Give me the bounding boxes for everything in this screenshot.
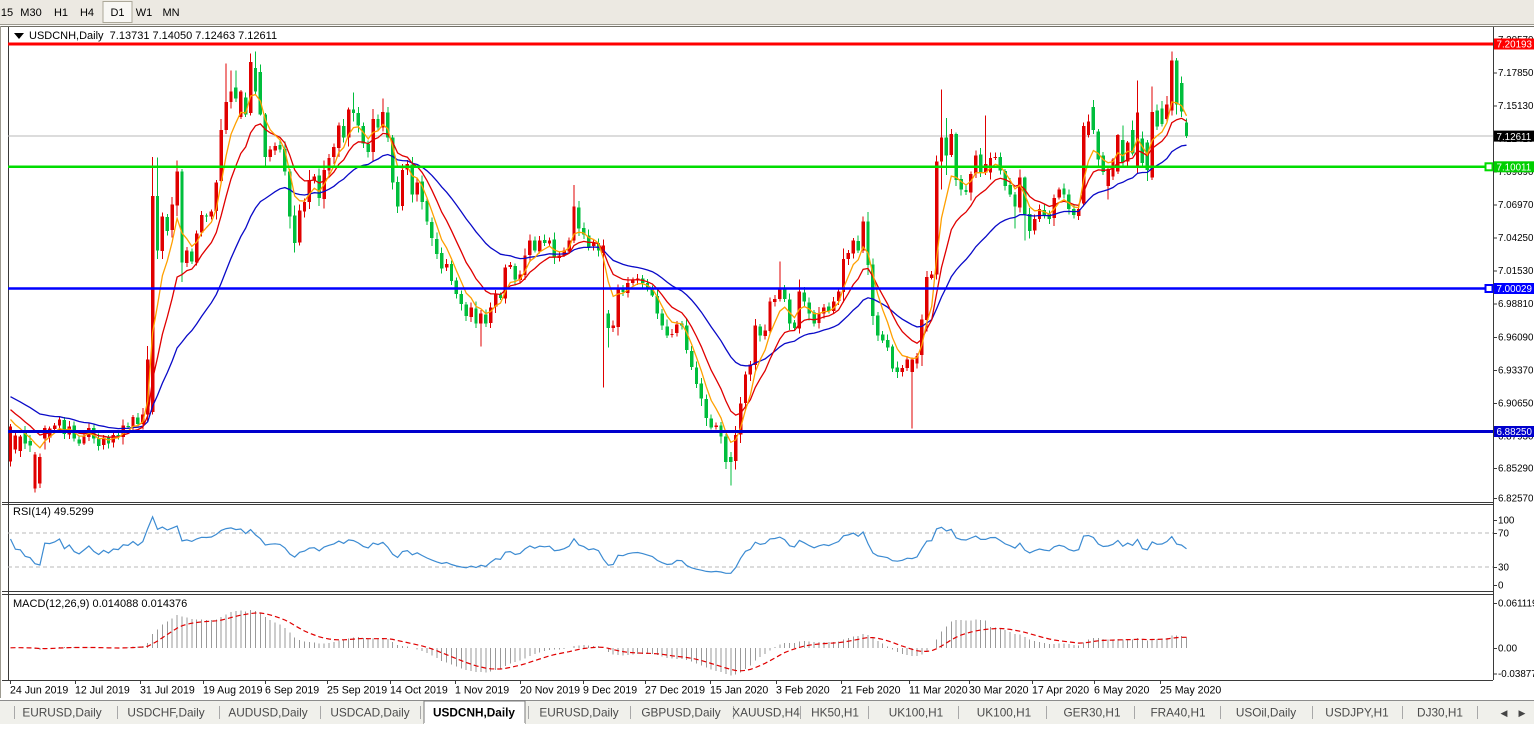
svg-text:7.09690: 7.09690 [1498,167,1534,178]
svg-text:EURUSD,Daily: EURUSD,Daily [22,706,101,720]
svg-text:0.0611198: 0.0611198 [1498,599,1534,610]
svg-text:HK50,H1: HK50,H1 [811,706,859,720]
svg-text:FRA40,H1: FRA40,H1 [1150,706,1205,720]
svg-text:6.85290: 6.85290 [1498,464,1534,475]
svg-text:21 Feb 2020: 21 Feb 2020 [841,685,901,697]
svg-text:6.98810: 6.98810 [1498,299,1534,310]
svg-text:USDCHF,Daily: USDCHF,Daily [127,706,204,720]
svg-text:30: 30 [1498,563,1509,574]
svg-text:USOil,Daily: USOil,Daily [1236,706,1296,720]
svg-text:14 Oct 2019: 14 Oct 2019 [390,685,448,697]
svg-text:7.00029: 7.00029 [1497,284,1532,295]
svg-text:100: 100 [1498,516,1515,527]
svg-text:12 Jul 2019: 12 Jul 2019 [75,685,130,697]
svg-text:9 Dec 2019: 9 Dec 2019 [583,685,637,697]
svg-text:11 Mar 2020: 11 Mar 2020 [909,685,968,697]
svg-text:19 Aug 2019: 19 Aug 2019 [203,685,263,697]
svg-text:7.12611: 7.12611 [1497,132,1532,143]
svg-text:7.20193: 7.20193 [1497,40,1533,51]
svg-text:GBPUSD,Daily: GBPUSD,Daily [641,706,720,720]
svg-text:6.82570: 6.82570 [1498,494,1534,505]
svg-text:◀: ◀ [1501,708,1508,718]
svg-text:▶: ▶ [1519,708,1526,718]
svg-text:DJ30,H1: DJ30,H1 [1417,706,1463,720]
svg-text:24 Jun 2019: 24 Jun 2019 [10,685,68,697]
svg-text:USDCNH,Daily 7.13731 7.14050: USDCNH,Daily 7.13731 7.14050 7.12463 7.1… [29,30,277,42]
svg-text:M30: M30 [20,7,41,19]
svg-text:GER30,H1: GER30,H1 [1063,706,1120,720]
svg-text:7.10011: 7.10011 [1497,163,1532,174]
svg-text:USDJPY,H1: USDJPY,H1 [1325,706,1388,720]
svg-text:7.01530: 7.01530 [1498,266,1534,277]
svg-text:H4: H4 [80,7,94,19]
svg-text:1 Nov 2019: 1 Nov 2019 [455,685,509,697]
svg-text:USDCAD,Daily: USDCAD,Daily [330,706,409,720]
svg-text:6 Sep 2019: 6 Sep 2019 [265,685,319,697]
svg-text:W1: W1 [136,7,153,19]
svg-text:6.88250: 6.88250 [1497,427,1533,438]
svg-text:0.00: 0.00 [1498,644,1518,655]
svg-text:7.06970: 7.06970 [1498,200,1534,211]
svg-text:6.93370: 6.93370 [1498,365,1534,376]
svg-text:UK100,H1: UK100,H1 [889,706,943,720]
svg-text:27 Dec 2019: 27 Dec 2019 [645,685,705,697]
svg-text:RSI(14) 49.5299: RSI(14) 49.5299 [13,506,94,518]
svg-text:H1: H1 [54,7,68,19]
svg-text:USDCNH,Daily: USDCNH,Daily [433,706,515,720]
svg-text:31 Jul 2019: 31 Jul 2019 [140,685,195,697]
svg-text:25 Sep 2019: 25 Sep 2019 [327,685,387,697]
svg-text:MN: MN [162,7,179,19]
svg-text:7.15130: 7.15130 [1498,101,1534,112]
svg-text:7.17850: 7.17850 [1498,68,1534,79]
svg-text:7.04250: 7.04250 [1498,233,1534,244]
svg-text:25 May 2020: 25 May 2020 [1160,685,1221,697]
svg-text:6.96090: 6.96090 [1498,332,1534,343]
svg-text:17 Apr 2020: 17 Apr 2020 [1032,685,1089,697]
svg-text:AUDUSD,Daily: AUDUSD,Daily [228,706,307,720]
svg-text:-0.0387770: -0.0387770 [1498,669,1534,680]
svg-text:D1: D1 [110,7,124,19]
svg-text:6 May 2020: 6 May 2020 [1094,685,1149,697]
svg-text:15: 15 [1,7,13,19]
svg-text:UK100,H1: UK100,H1 [977,706,1031,720]
svg-text:XAUUSD,H4: XAUUSD,H4 [732,706,800,720]
svg-text:6.90650: 6.90650 [1498,398,1534,409]
svg-text:15 Jan 2020: 15 Jan 2020 [710,685,768,697]
svg-text:MACD(12,26,9) 0.014088 0.01437: MACD(12,26,9) 0.014088 0.014376 [13,598,187,610]
svg-text:70: 70 [1498,528,1509,539]
svg-text:20 Nov 2019: 20 Nov 2019 [520,685,580,697]
svg-text:30 Mar 2020: 30 Mar 2020 [969,685,1029,697]
svg-text:EURUSD,Daily: EURUSD,Daily [539,706,618,720]
svg-text:3 Feb 2020: 3 Feb 2020 [776,685,830,697]
svg-text:0: 0 [1498,581,1504,592]
